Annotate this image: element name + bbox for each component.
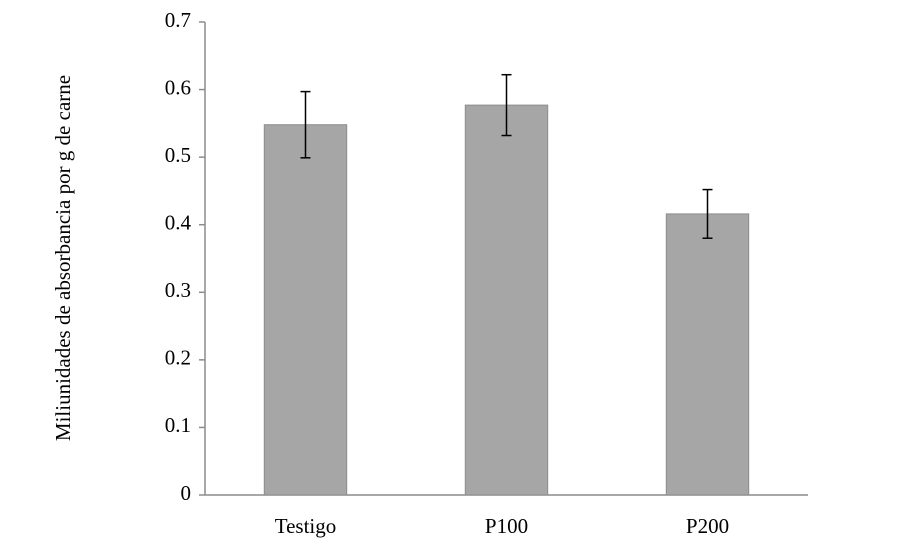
x-tick-label: P100	[485, 514, 528, 538]
error-bar	[702, 188, 713, 239]
error-bar	[300, 90, 311, 159]
x-tick-label: P200	[686, 514, 729, 538]
y-tick-label: 0.5	[165, 143, 191, 167]
bar	[263, 124, 348, 496]
y-axis-label: Miliunidades de absorbancia por g de car…	[51, 74, 75, 442]
bar	[464, 104, 549, 496]
y-tick-label: 0.1	[165, 413, 191, 437]
y-tick-label: 0.2	[165, 346, 191, 370]
y-tick-label: 0.7	[165, 8, 191, 32]
error-bar	[501, 73, 512, 137]
x-tick-label: Testigo	[275, 514, 337, 538]
y-tick-label: 0.6	[165, 75, 191, 99]
y-tick-label: 0	[181, 481, 192, 505]
y-tick-label: 0.3	[165, 278, 191, 302]
y-tick-label: 0.4	[165, 211, 192, 235]
bar	[665, 213, 750, 496]
